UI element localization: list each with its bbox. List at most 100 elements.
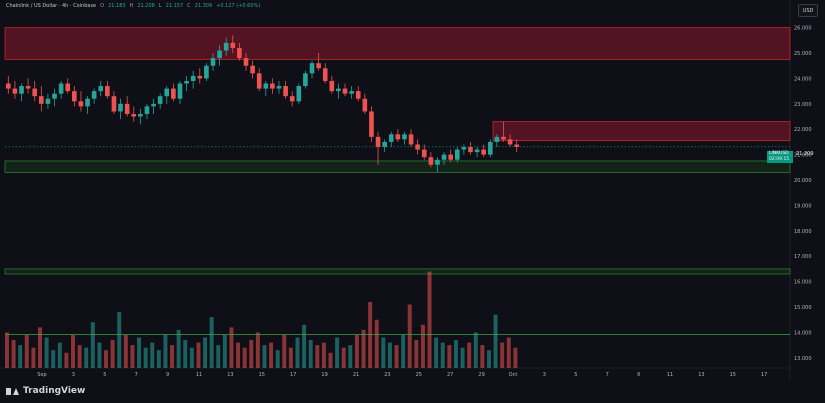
candle-body: [190, 75, 196, 81]
candle-body: [408, 134, 414, 145]
candle-body: [45, 98, 51, 104]
volume-bar: [249, 340, 254, 368]
volume-bar: [64, 352, 69, 368]
candle-body: [296, 86, 302, 102]
time-tick-label: Sep: [37, 372, 46, 378]
candle-body: [329, 80, 335, 92]
candle-body: [237, 47, 242, 59]
candle-body: [39, 96, 44, 104]
volume-bar: [368, 301, 373, 368]
price-tick-label: 20.000: [794, 178, 812, 184]
volume-bar: [275, 350, 280, 368]
candle-body: [85, 98, 90, 107]
volume-bar: [229, 327, 234, 368]
volume-bar: [176, 329, 181, 368]
volume-bar: [255, 332, 260, 368]
candle-body: [131, 113, 137, 117]
volume-bar: [401, 334, 406, 368]
low-label: L: [158, 3, 162, 9]
time-tick-label: 5: [103, 372, 106, 378]
volume-bar: [130, 345, 135, 368]
volume-bar: [236, 342, 241, 368]
volume-bar: [414, 340, 419, 368]
candle-body: [25, 86, 31, 89]
symbol-title[interactable]: Chainlink / US Dollar · 4h · Coinbase: [6, 3, 97, 9]
open-value: 21.183: [108, 3, 126, 9]
price-tick-label: 17.000: [794, 254, 812, 260]
volume-bar: [11, 340, 16, 368]
candle-body: [421, 149, 427, 158]
volume-bar: [440, 342, 445, 368]
volume-bar: [84, 347, 89, 368]
candle-body: [435, 159, 440, 165]
candle-body: [12, 88, 18, 94]
volume-bar: [18, 345, 23, 368]
volume-bar: [315, 345, 320, 368]
currency-button[interactable]: USD: [798, 4, 818, 17]
support-zone-2: [4, 160, 791, 173]
candle-body: [105, 86, 110, 97]
volume-bar: [57, 342, 62, 368]
volume-bar: [183, 340, 188, 368]
volume-bar: [407, 304, 412, 368]
candle-body: [98, 86, 104, 92]
price-tag-symbol: LINKUSD: [769, 151, 789, 156]
candle-body: [223, 42, 229, 51]
candle-body: [256, 73, 262, 89]
candle-body: [468, 147, 473, 153]
volume-bar: [117, 312, 122, 368]
candle-body: [369, 111, 374, 137]
volume-bar: [97, 342, 102, 368]
volume-bar: [473, 332, 478, 368]
candle-body: [124, 103, 130, 114]
candle-body: [270, 83, 275, 89]
volume-bar: [71, 334, 75, 368]
low-value: 21.157: [165, 3, 184, 9]
candle-body: [415, 144, 420, 150]
candle-body: [230, 42, 236, 48]
candle-body: [217, 50, 222, 59]
time-tick-label: 11: [196, 372, 202, 378]
volume-bar: [104, 350, 108, 368]
brand-name: TradingView: [23, 386, 86, 396]
volume-bar: [5, 332, 9, 368]
volume-bar: [143, 347, 148, 368]
candle-body: [441, 154, 447, 160]
candle-body: [164, 88, 170, 97]
price-tick-label: 25.000: [794, 51, 812, 57]
tradingview-logo-icon: [6, 387, 20, 396]
candle-body: [78, 101, 84, 107]
volume-bar: [447, 345, 452, 368]
candle-body: [487, 141, 493, 155]
candle-body: [309, 63, 315, 74]
volume-bar: [110, 340, 115, 368]
volume-bar: [137, 337, 142, 368]
candle-body: [355, 91, 361, 99]
volume-bar: [44, 337, 49, 368]
volume-bar: [394, 345, 399, 368]
volume-bar: [31, 347, 36, 368]
volume-bar: [302, 324, 307, 368]
time-tick-label: 5: [574, 372, 577, 378]
resistance-zone-0: [4, 27, 791, 60]
volume-bar: [262, 345, 267, 368]
volume-bar: [156, 350, 161, 368]
volume-bar: [381, 337, 386, 368]
candle-body: [197, 75, 203, 79]
candle-body: [250, 65, 255, 74]
last-price-tag: LINKUSD 02:09:15: [767, 151, 793, 163]
candle-body: [91, 91, 97, 99]
tradingview-logo[interactable]: TradingView: [6, 386, 85, 396]
candle-body: [428, 157, 434, 165]
candle-body: [494, 136, 500, 142]
candle-body: [474, 149, 480, 153]
volume-bar: [348, 345, 353, 368]
candle-body: [382, 141, 387, 148]
candle-body: [454, 149, 460, 160]
time-tick-label: Oct: [509, 372, 518, 378]
time-tick-label: 11: [667, 372, 673, 378]
volume-bar: [506, 337, 511, 368]
volume-bar: [163, 334, 168, 368]
